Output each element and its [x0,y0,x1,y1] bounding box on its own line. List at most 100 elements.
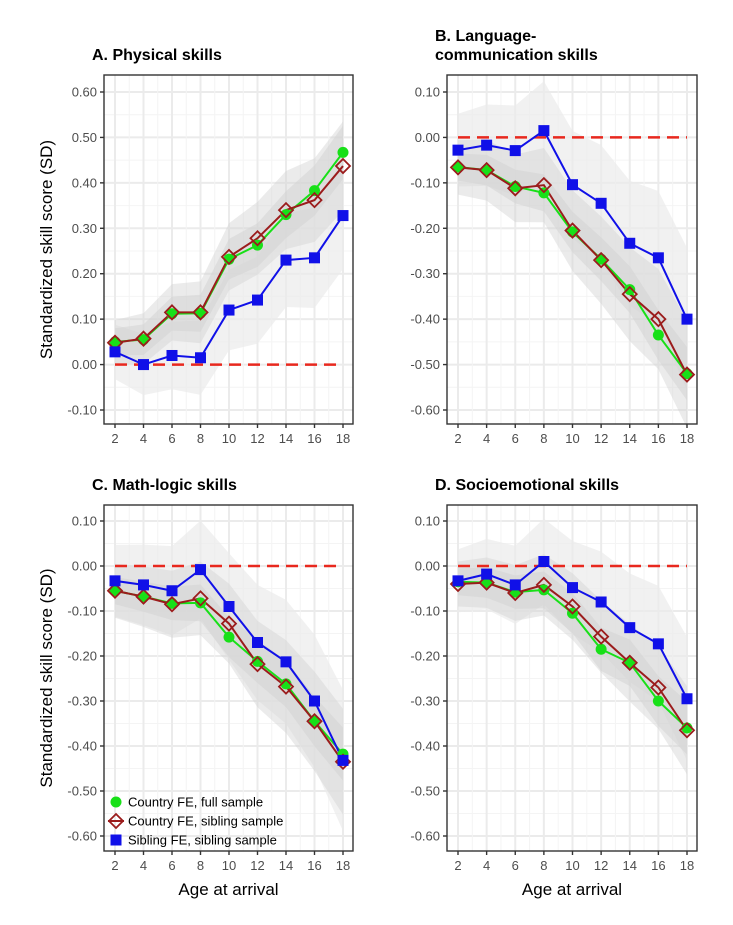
data-point-square [138,579,149,591]
x-tick-label: 14 [279,431,293,446]
y-tick-label: -0.30 [410,694,440,709]
y-tick-label: -0.30 [410,266,440,281]
y-tick-label: -0.50 [410,784,440,799]
data-point-circle [138,591,149,603]
data-point-diamond [564,598,581,615]
data-point-circle [652,695,664,707]
y-tick-label: -0.50 [67,784,97,799]
data-point-square [223,601,235,612]
data-point-diamond [478,161,495,179]
data-point-square [138,359,149,371]
data-point-diamond [163,595,181,613]
data-point-square [309,252,320,264]
data-point-square [452,575,464,587]
y-tick-label: -0.50 [410,357,440,372]
ci-band [115,125,343,356]
x-tick-label: 10 [565,858,579,873]
data-point-square [624,622,636,634]
data-point-diamond [535,576,553,594]
data-point-diamond [506,584,524,602]
panel-c: C. Math-logic skills 0.10 0.00 -0.10 -0.20 -0… [37,477,354,899]
x-tick-label: 16 [651,858,665,873]
x-axis-label: Age at arrival [522,880,622,899]
y-tick-label: -0.40 [67,739,97,754]
data-point-circle [195,597,206,609]
x-tick-label: 14 [623,858,637,873]
data-point-diamond [535,176,553,194]
data-point-diamond [135,330,152,347]
data-point-square [252,637,263,648]
data-point-square [481,139,493,151]
legend-marker-diamond [107,812,125,830]
x-tick-label: 2 [454,431,461,446]
panel-d: D. Socioemotional skills 0.10 0.00 -0.10 -0.… [410,477,698,899]
x-tick-label: 8 [540,431,547,446]
data-point-square [538,556,550,567]
data-point-diamond [506,180,524,197]
data-point-diamond [678,366,696,383]
legend-item: Sibling FE, sibling sample [110,833,277,848]
x-tick-label: 14 [279,858,293,873]
ci-band [458,554,687,775]
x-tick-label: 2 [454,858,461,873]
data-point-square [195,352,206,364]
y-tick-label: 0.10 [72,312,97,327]
panel-a: A. Physical skills 0.60 0.50 0.40 0.30 0.20 0.… [37,47,354,446]
data-point-square [681,313,693,325]
y-axis-label: Standardized skill score (SD) [37,140,56,359]
data-point-diamond [249,230,266,247]
data-point-diamond [220,615,238,632]
data-point-square [652,638,664,650]
data-point-square [280,254,292,266]
data-point-square [509,579,521,591]
data-point-circle [109,585,121,597]
data-point-square [337,754,349,766]
y-tick-label: 0.30 [72,221,97,236]
ci-band [458,139,687,428]
x-tick-label: 18 [680,858,694,873]
y-tick-label: -0.20 [410,649,440,664]
data-point-square [681,693,693,705]
data-point-diamond [220,248,238,266]
legend-label: Sibling FE, sibling sample [128,833,277,848]
data-point-square [309,695,320,707]
y-tick-label: 0.00 [415,130,440,145]
data-point-circle [624,657,636,669]
data-point-diamond [449,159,467,176]
x-tick-label: 12 [250,431,264,446]
data-point-diamond [650,679,667,696]
legend-label: Country FE, full sample [128,795,263,810]
data-point-circle [337,146,349,158]
x-tick-label: 4 [140,431,147,446]
y-tick-label: -0.20 [67,649,97,664]
y-tick-label: 0.10 [415,85,440,100]
series-line [114,589,344,763]
y-tick-label: -0.40 [410,739,440,754]
data-point-square [595,596,607,608]
y-tick-label: 0.10 [72,514,97,529]
series-line [457,581,688,731]
x-tick-label: 8 [197,858,204,873]
y-tick-label: -0.30 [67,694,97,709]
y-axis-label: Standardized skill score (SD) [37,568,56,787]
x-tick-label: 16 [307,431,321,446]
y-tick-label: 0.00 [72,357,97,372]
data-point-square [509,145,521,157]
x-tick-label: 2 [111,858,118,873]
legend-item: Country FE, sibling sample [107,812,283,830]
x-tick-label: 18 [336,431,350,446]
y-tick-label: 0.60 [72,85,97,100]
data-point-circle [652,329,664,341]
data-point-square [652,252,664,264]
data-point-diamond [678,721,696,739]
data-point-square [538,125,550,137]
panel-title: A. Physical skills [92,47,222,64]
x-tick-label: 18 [336,858,350,873]
data-point-diamond [650,310,667,328]
ci-band [458,153,687,401]
data-point-square [280,656,292,668]
data-point-square [624,237,636,249]
x-tick-label: 6 [512,858,519,873]
legend: Country FE, full sample Country FE, sibli… [107,795,283,848]
